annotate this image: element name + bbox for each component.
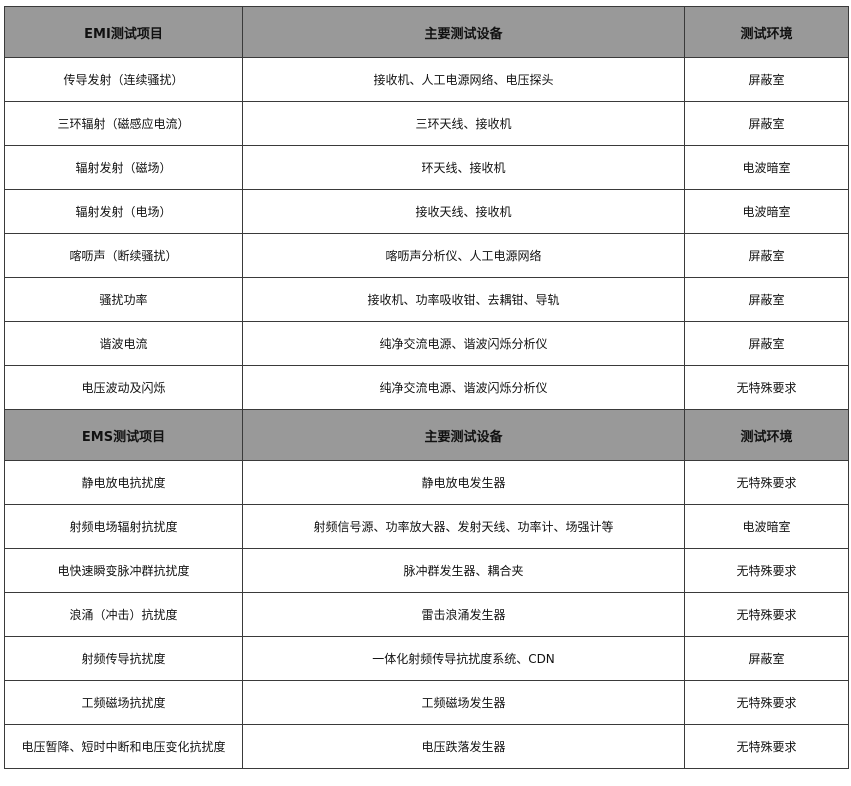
equipment-cell: 纯净交流电源、谐波闪烁分析仪 (242, 321, 685, 366)
environment-cell: 无特殊要求 (684, 365, 849, 410)
environment-cell: 无特殊要求 (684, 548, 849, 593)
equipment-cell: 环天线、接收机 (242, 145, 685, 190)
ems-table-row: 浪涌（冲击）抗扰度 雷击浪涌发生器 无特殊要求 (4, 592, 849, 637)
test-item-cell: 传导发射（连续骚扰） (4, 57, 243, 102)
equipment-cell: 电压跌落发生器 (242, 724, 685, 769)
equipment-cell: 接收机、人工电源网络、电压探头 (242, 57, 685, 102)
environment-cell: 电波暗室 (684, 189, 849, 234)
equipment-cell: 一体化射频传导抗扰度系统、CDN (242, 636, 685, 681)
test-item-cell: 工频磁场抗扰度 (4, 680, 243, 725)
environment-cell: 屏蔽室 (684, 57, 849, 102)
environment-cell: 屏蔽室 (684, 277, 849, 322)
emi-table-row: 辐射发射（电场） 接收天线、接收机 电波暗室 (4, 189, 849, 234)
emi-table-row: 谐波电流 纯净交流电源、谐波闪烁分析仪 屏蔽室 (4, 321, 849, 366)
equipment-cell: 雷击浪涌发生器 (242, 592, 685, 637)
test-item-cell: 三环辐射（磁感应电流） (4, 101, 243, 146)
equipment-cell: 纯净交流电源、谐波闪烁分析仪 (242, 365, 685, 410)
ems-header-row: EMS测试项目 主要测试设备 测试环境 (4, 409, 849, 461)
emi-table-row: 传导发射（连续骚扰） 接收机、人工电源网络、电压探头 屏蔽室 (4, 57, 849, 102)
environment-cell: 无特殊要求 (684, 680, 849, 725)
emi-table-row: 辐射发射（磁场） 环天线、接收机 电波暗室 (4, 145, 849, 190)
test-item-cell: 静电放电抗扰度 (4, 460, 243, 505)
ems-table-row: 静电放电抗扰度 静电放电发生器 无特殊要求 (4, 460, 849, 505)
equipment-cell: 接收机、功率吸收钳、去耦钳、导轨 (242, 277, 685, 322)
environment-cell: 无特殊要求 (684, 460, 849, 505)
ems-table-row: 射频电场辐射抗扰度 射频信号源、功率放大器、发射天线、功率计、场强计等 电波暗室 (4, 504, 849, 549)
emi-header-row: EMI测试项目 主要测试设备 测试环境 (4, 6, 849, 58)
environment-cell: 无特殊要求 (684, 592, 849, 637)
equipment-cell: 工频磁场发生器 (242, 680, 685, 725)
environment-cell: 电波暗室 (684, 504, 849, 549)
equipment-cell: 脉冲群发生器、耦合夹 (242, 548, 685, 593)
environment-cell: 屏蔽室 (684, 233, 849, 278)
ems-table-row: 工频磁场抗扰度 工频磁场发生器 无特殊要求 (4, 680, 849, 725)
emi-header-cell: EMI测试项目 (4, 6, 243, 58)
ems-table-row: 电快速瞬变脉冲群抗扰度 脉冲群发生器、耦合夹 无特殊要求 (4, 548, 849, 593)
emi-table-row: 三环辐射（磁感应电流） 三环天线、接收机 屏蔽室 (4, 101, 849, 146)
emi-table-row: 喀呖声（断续骚扰） 喀呖声分析仪、人工电源网络 屏蔽室 (4, 233, 849, 278)
equipment-cell: 射频信号源、功率放大器、发射天线、功率计、场强计等 (242, 504, 685, 549)
environment-cell: 屏蔽室 (684, 636, 849, 681)
ems-table-row: 电压暂降、短时中断和电压变化抗扰度 电压跌落发生器 无特殊要求 (4, 724, 849, 769)
environment-cell: 无特殊要求 (684, 724, 849, 769)
environment-cell: 屏蔽室 (684, 101, 849, 146)
equipment-cell: 静电放电发生器 (242, 460, 685, 505)
test-item-cell: 谐波电流 (4, 321, 243, 366)
test-item-cell: 骚扰功率 (4, 277, 243, 322)
test-item-cell: 喀呖声（断续骚扰） (4, 233, 243, 278)
emc-test-table: EMI测试项目 主要测试设备 测试环境 传导发射（连续骚扰） 接收机、人工电源网络、电压… (4, 6, 849, 769)
equipment-cell: 喀呖声分析仪、人工电源网络 (242, 233, 685, 278)
ems-header-cell: 测试环境 (684, 409, 849, 461)
test-item-cell: 射频传导抗扰度 (4, 636, 243, 681)
emi-header-cell: 测试环境 (684, 6, 849, 58)
ems-table-row: 射频传导抗扰度 一体化射频传导抗扰度系统、CDN 屏蔽室 (4, 636, 849, 681)
test-item-cell: 电压波动及闪烁 (4, 365, 243, 410)
test-item-cell: 射频电场辐射抗扰度 (4, 504, 243, 549)
environment-cell: 屏蔽室 (684, 321, 849, 366)
emi-table-row: 骚扰功率 接收机、功率吸收钳、去耦钳、导轨 屏蔽室 (4, 277, 849, 322)
test-item-cell: 辐射发射（电场） (4, 189, 243, 234)
equipment-cell: 接收天线、接收机 (242, 189, 685, 234)
ems-header-cell: 主要测试设备 (242, 409, 685, 461)
test-item-cell: 浪涌（冲击）抗扰度 (4, 592, 243, 637)
test-item-cell: 电压暂降、短时中断和电压变化抗扰度 (4, 724, 243, 769)
test-item-cell: 电快速瞬变脉冲群抗扰度 (4, 548, 243, 593)
ems-header-cell: EMS测试项目 (4, 409, 243, 461)
environment-cell: 电波暗室 (684, 145, 849, 190)
test-item-cell: 辐射发射（磁场） (4, 145, 243, 190)
emi-header-cell: 主要测试设备 (242, 6, 685, 58)
emi-table-row: 电压波动及闪烁 纯净交流电源、谐波闪烁分析仪 无特殊要求 (4, 365, 849, 410)
equipment-cell: 三环天线、接收机 (242, 101, 685, 146)
